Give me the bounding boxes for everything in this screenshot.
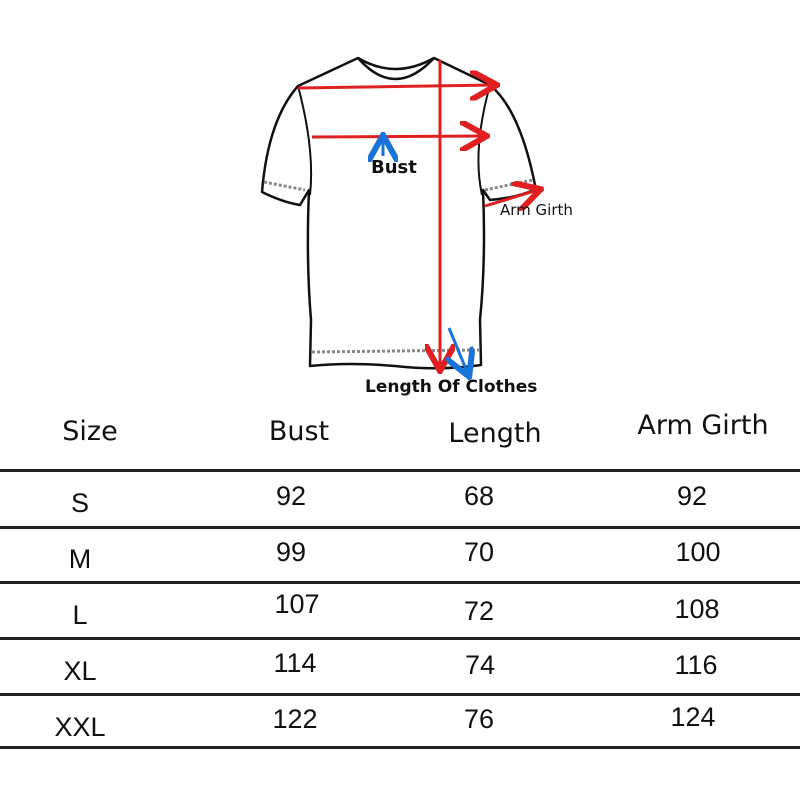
cell-bust: 114 xyxy=(273,648,317,678)
cell-bust: 107 xyxy=(274,589,320,619)
cell-arm-girth: 100 xyxy=(675,537,721,567)
cell-size: L xyxy=(72,600,88,630)
table-divider xyxy=(0,469,800,472)
cell-size: S xyxy=(70,488,90,518)
cell-length: 76 xyxy=(463,704,495,734)
bust-arrow xyxy=(311,136,484,137)
cell-size: XXL xyxy=(54,712,106,742)
tshirt-outline xyxy=(260,56,537,370)
header-bust: Bust xyxy=(268,416,330,447)
table-divider xyxy=(0,693,800,696)
header-size: Size xyxy=(62,416,118,447)
cell-bust: 92 xyxy=(275,481,307,511)
cell-arm-girth: 116 xyxy=(674,650,718,680)
header-length: Length xyxy=(448,418,542,449)
shoulder-arrow xyxy=(297,85,494,88)
cell-length: 74 xyxy=(464,650,496,680)
cell-size: M xyxy=(68,544,92,574)
table-divider xyxy=(0,746,800,749)
cell-arm-girth: 108 xyxy=(674,594,720,624)
cell-length: 68 xyxy=(463,481,495,511)
cell-bust: 99 xyxy=(275,537,307,567)
tshirt-diagram xyxy=(260,56,800,410)
measure-arrows xyxy=(297,60,538,368)
header-arm-girth: Arm Girth xyxy=(637,410,769,441)
cell-size: XL xyxy=(63,656,97,686)
bust-label: Bust xyxy=(371,157,417,178)
arm-girth-label: Arm Girth xyxy=(500,201,573,219)
table-divider xyxy=(0,637,800,640)
arm-girth-arrow xyxy=(484,190,538,206)
table-divider xyxy=(0,581,800,584)
cell-arm-girth: 92 xyxy=(676,481,708,511)
cell-length: 70 xyxy=(463,537,495,567)
length-pointer-arrow xyxy=(449,327,468,374)
length-label: Length Of Clothes xyxy=(365,377,538,397)
cell-arm-girth: 124 xyxy=(670,702,716,732)
table-divider xyxy=(0,526,800,529)
cell-length: 72 xyxy=(463,596,495,626)
cell-bust: 122 xyxy=(272,704,318,734)
